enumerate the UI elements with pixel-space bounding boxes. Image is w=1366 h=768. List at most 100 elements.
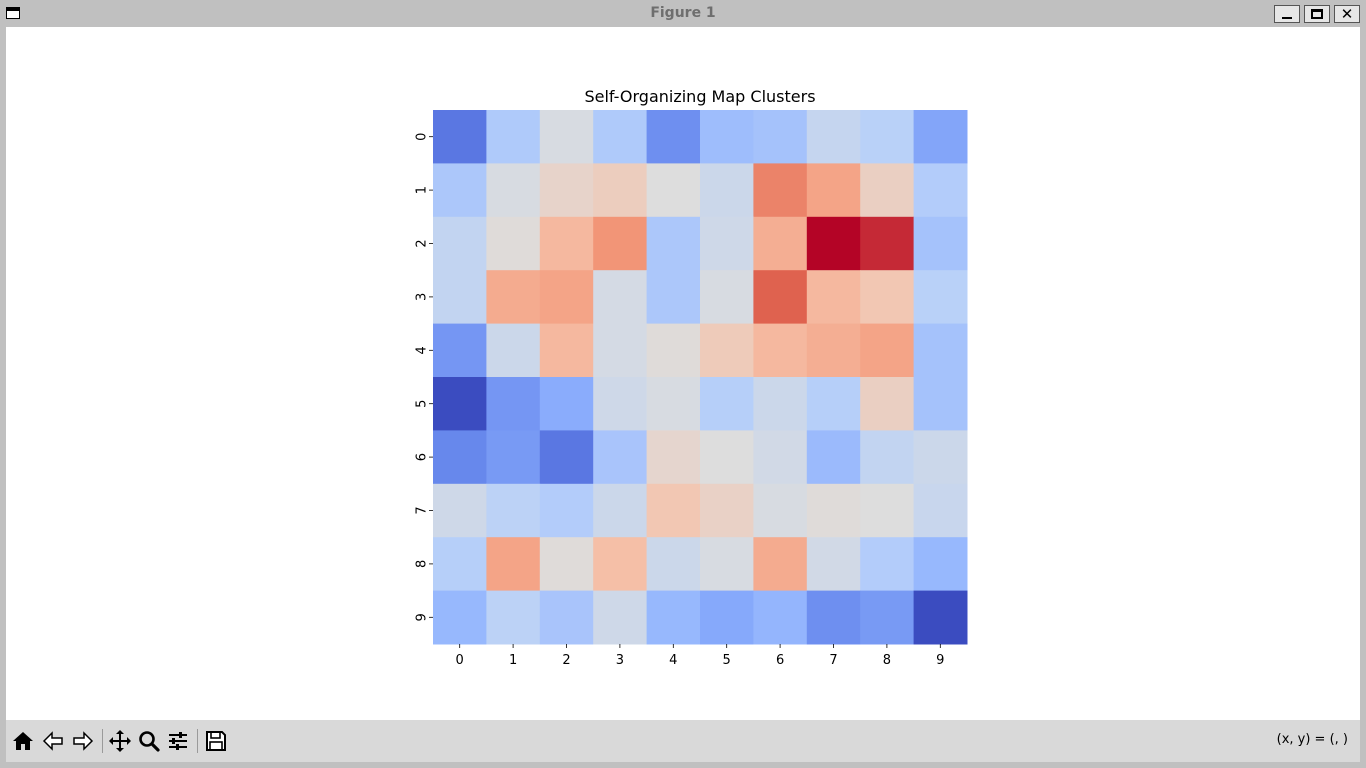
maximize-icon	[1311, 9, 1323, 19]
heatmap-cell	[860, 323, 915, 378]
y-tick-label: 6	[415, 453, 430, 461]
heatmap-cell	[700, 537, 754, 592]
heatmap-cell	[806, 377, 861, 431]
heatmap-cell	[486, 216, 541, 271]
heatmap-cell	[753, 483, 808, 538]
heatmap-cell	[806, 216, 861, 271]
heatmap-cell	[539, 537, 594, 592]
window-app-icon	[6, 7, 20, 19]
y-tick-label: 2	[415, 239, 430, 247]
heatmap-cell	[486, 323, 541, 378]
heatmap-cell	[539, 163, 594, 218]
heatmap-cell	[700, 377, 754, 431]
x-tick-label: 5	[723, 653, 731, 668]
heatmap-cell	[860, 590, 915, 645]
back-button[interactable]	[40, 728, 66, 754]
heatmap-cell	[753, 323, 808, 378]
heatmap-cell	[433, 163, 487, 218]
heatmap-cell	[913, 590, 968, 645]
x-tick-label: 8	[883, 653, 891, 668]
heatmap-cell	[433, 430, 487, 485]
y-axis-ticks: 0 1 2 3 4 5 6 7 8 9	[415, 133, 433, 621]
forward-button[interactable]	[70, 728, 96, 754]
heatmap-cell	[433, 377, 487, 431]
heatmap-cell	[753, 377, 808, 431]
y-tick-label: 9	[415, 613, 430, 621]
heatmap-cell	[913, 537, 968, 592]
heatmap-cell	[539, 590, 594, 645]
heatmap-cell	[593, 323, 648, 378]
heatmap-cell	[593, 163, 648, 218]
heatmap-cell	[539, 216, 594, 271]
heatmap-cell	[433, 216, 487, 271]
heatmap-cell	[593, 430, 648, 485]
save-button[interactable]	[203, 728, 229, 754]
x-tick-label: 1	[509, 653, 517, 668]
heatmap-cell	[806, 537, 861, 592]
heatmap-cell	[539, 430, 594, 485]
heatmap-cell	[700, 270, 754, 325]
minimize-icon	[1282, 17, 1292, 19]
pan-button[interactable]	[107, 728, 133, 754]
floppy-disk-icon	[206, 731, 226, 751]
heatmap-cell	[860, 537, 915, 592]
arrow-right-icon	[73, 731, 94, 751]
y-tick-label: 5	[415, 400, 430, 408]
heatmap-cell	[806, 590, 861, 645]
heatmap-cell	[646, 430, 701, 485]
heatmap-cell	[593, 216, 648, 271]
heatmap-cell	[753, 216, 808, 271]
heatmap-cell	[753, 163, 808, 218]
close-button[interactable]: ✕	[1334, 5, 1360, 23]
heatmap-cell	[700, 216, 754, 271]
y-tick-label: 1	[415, 186, 430, 194]
heatmap-cell	[860, 430, 915, 485]
arrow-left-icon	[42, 731, 63, 751]
heatmap-cell	[539, 323, 594, 378]
heatmap-cell	[433, 590, 487, 645]
heatmap-cell	[753, 590, 808, 645]
heatmap-cell	[433, 483, 487, 538]
heatmap-cell	[539, 110, 594, 164]
heatmap-cell	[913, 430, 968, 485]
heatmap-cell	[486, 110, 541, 164]
zoom-button[interactable]	[136, 728, 162, 754]
heatmap-cell	[593, 110, 648, 164]
heatmap-cell	[486, 430, 541, 485]
heatmap-cell	[593, 537, 648, 592]
heatmap-cell	[433, 110, 487, 164]
chart-title: Self-Organizing Map Clusters	[584, 87, 815, 106]
x-tick-label: 6	[776, 653, 784, 668]
window-titlebar: Figure 1 ✕	[0, 0, 1366, 27]
minimize-button[interactable]	[1274, 5, 1300, 23]
heatmap-cell	[913, 323, 968, 378]
x-tick-label: 2	[562, 653, 570, 668]
heatmap-cell	[486, 163, 541, 218]
heatmap-cell	[433, 270, 487, 325]
heatmap-cell	[486, 537, 541, 592]
heatmap-cell	[700, 483, 754, 538]
heatmap-cell	[700, 323, 754, 378]
maximize-button[interactable]	[1304, 5, 1330, 23]
x-tick-label: 9	[936, 653, 944, 668]
heatmap-cell	[539, 270, 594, 325]
heatmap-cell	[433, 323, 487, 378]
home-button[interactable]	[10, 728, 36, 754]
heatmap-cells	[433, 110, 968, 645]
heatmap-cell	[806, 110, 861, 164]
navigation-toolbar: (x, y) = (, )	[6, 720, 1360, 762]
cursor-coordinates: (x, y) = (, )	[1276, 732, 1348, 747]
close-icon: ✕	[1340, 4, 1354, 23]
heatmap-cell	[646, 270, 701, 325]
heatmap-cell	[860, 270, 915, 325]
heatmap-cell	[646, 590, 701, 645]
heatmap-cell	[646, 110, 701, 164]
heatmap-cell	[539, 483, 594, 538]
configure-subplots-button[interactable]	[165, 728, 191, 754]
toolbar-separator	[197, 729, 198, 753]
heatmap-cell	[860, 483, 915, 538]
heatmap-cell	[753, 270, 808, 325]
heatmap-cell	[860, 163, 915, 218]
y-tick-label: 0	[415, 133, 430, 141]
